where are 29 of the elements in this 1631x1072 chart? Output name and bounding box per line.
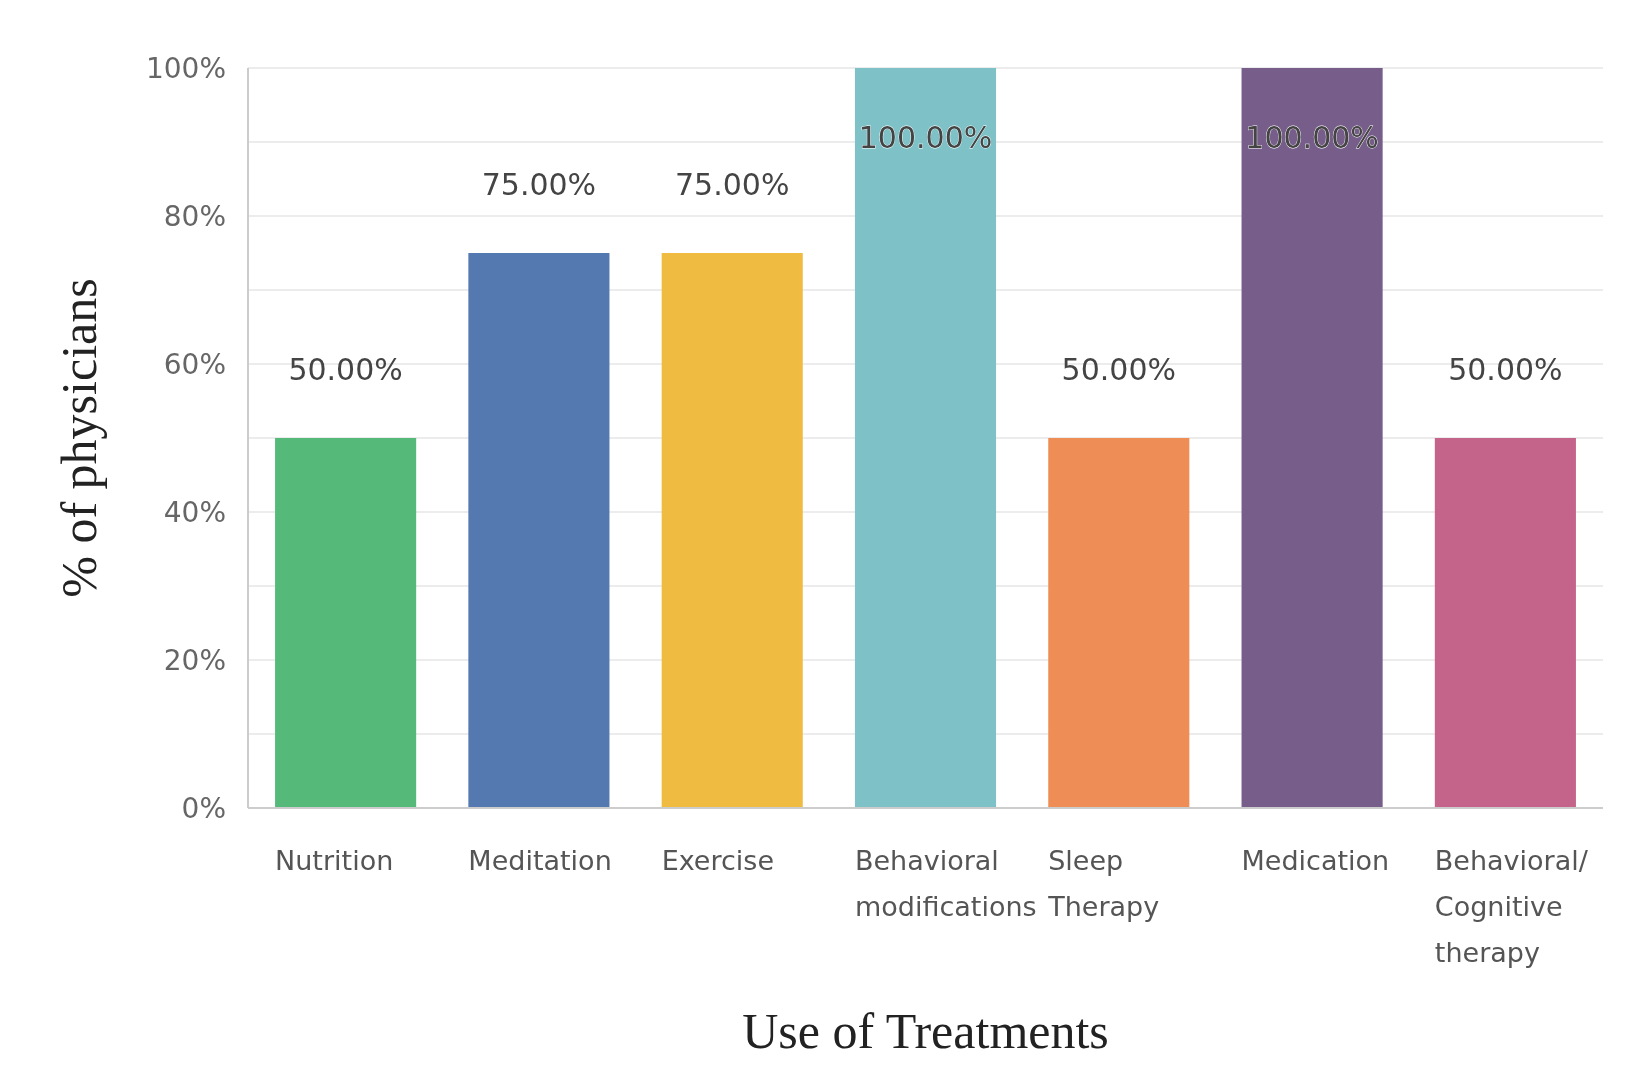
y-axis-title: % of physicians <box>51 278 107 598</box>
y-tick-label: 20% <box>163 643 226 677</box>
data-label: 75.00% <box>481 167 597 202</box>
y-tick-label: 80% <box>163 199 226 233</box>
bar <box>468 253 610 808</box>
y-tick-label: 0% <box>181 791 226 825</box>
x-axis-title: Use of Treatments <box>742 1003 1109 1059</box>
bar <box>1434 438 1576 808</box>
data-label: 50.00% <box>1061 352 1176 387</box>
y-tick-label: 60% <box>163 347 226 381</box>
data-label: 50.00% <box>288 352 403 387</box>
x-tick-label: Nutrition <box>275 845 394 876</box>
x-tick-label: Exercise <box>661 845 775 876</box>
bar <box>1241 68 1383 808</box>
bar <box>661 253 803 808</box>
bar <box>1048 438 1190 808</box>
y-tick-label: 40% <box>163 495 226 529</box>
bar <box>275 438 417 808</box>
data-label: 100.00% <box>858 120 993 155</box>
x-tick-label: Medication <box>1241 845 1390 876</box>
x-tick-label: Meditation <box>468 845 612 876</box>
data-label: 50.00% <box>1448 352 1563 387</box>
data-label: 75.00% <box>675 167 790 202</box>
x-tick-label: Sleep Therapy <box>1047 845 1160 922</box>
bar <box>854 68 997 808</box>
y-tick-label: 100% <box>145 51 226 85</box>
data-label: 100.00% <box>1245 120 1379 155</box>
x-tick-label: Behavioral/Cognitive therapy <box>1434 845 1589 968</box>
x-tick-label: Behavioral modifications <box>854 845 1037 922</box>
